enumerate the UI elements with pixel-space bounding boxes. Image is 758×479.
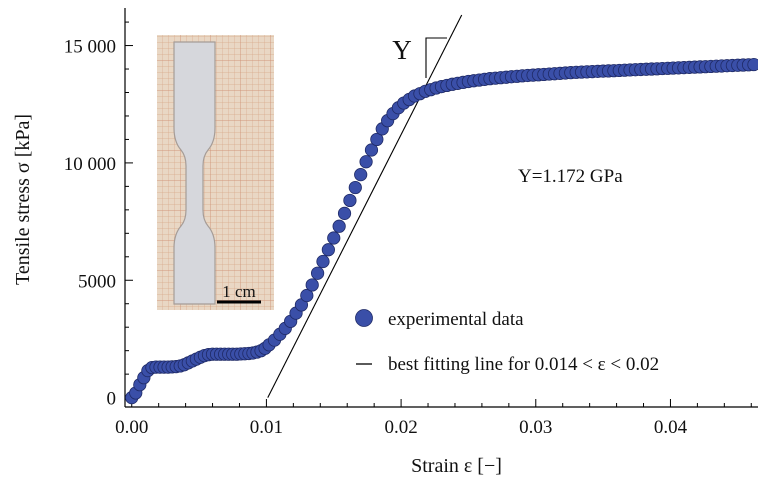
data-point [359, 155, 373, 169]
x-tick-label: 0.04 [654, 417, 688, 438]
data-point [316, 254, 330, 269]
y-tick-label: 5000 [78, 271, 116, 292]
y-tick-label: 0 [107, 389, 117, 410]
slope-label: Y [392, 35, 412, 65]
specimen-photo-inset: 1 cm [157, 35, 274, 310]
x-axis-title: Strain ε [−] [411, 455, 502, 477]
y-tick-label: 15 000 [64, 37, 116, 58]
slope-triangle [425, 37, 447, 78]
scale-bar-label: 1 cm [222, 282, 256, 301]
legend: experimental data best fitting line for 0… [355, 309, 659, 375]
axes: 0.00 0.01 0.02 0.03 0.04 0 5000 10 000 15 000 Str… [12, 8, 758, 477]
data-point [337, 206, 352, 220]
x-tick-label: 0.02 [384, 417, 417, 438]
y-tick-label: 10 000 [64, 154, 116, 175]
data-point [354, 168, 368, 182]
modulus-annotation: Y=1.172 GPa [518, 166, 623, 187]
annotation-layer: Y Y=1.172 GPa [392, 35, 623, 187]
data-point [310, 266, 325, 280]
y-axis-title: Tensile stress σ [kPa] [12, 114, 34, 285]
specimen-dogbone [173, 41, 216, 305]
data-point [305, 278, 319, 292]
data-point [327, 231, 341, 245]
x-tick-label: 0.00 [115, 417, 148, 438]
data-point [747, 57, 758, 72]
x-tick-label: 0.01 [250, 417, 283, 438]
legend-label-experimental: experimental data [388, 309, 524, 330]
data-point [348, 180, 362, 195]
data-point [300, 288, 314, 303]
x-tick-label: 0.03 [519, 417, 552, 438]
fit-line-layer [267, 14, 463, 398]
fit-line [267, 14, 463, 398]
data-point [321, 243, 335, 257]
data-point [370, 132, 384, 147]
data-point [332, 219, 346, 233]
data-points-layer [125, 57, 758, 405]
data-point [343, 193, 357, 208]
data-point [364, 143, 379, 157]
legend-marker-experimental [355, 309, 373, 327]
legend-label-fit: best fitting line for 0.014 < ε < 0.02 [388, 354, 659, 375]
